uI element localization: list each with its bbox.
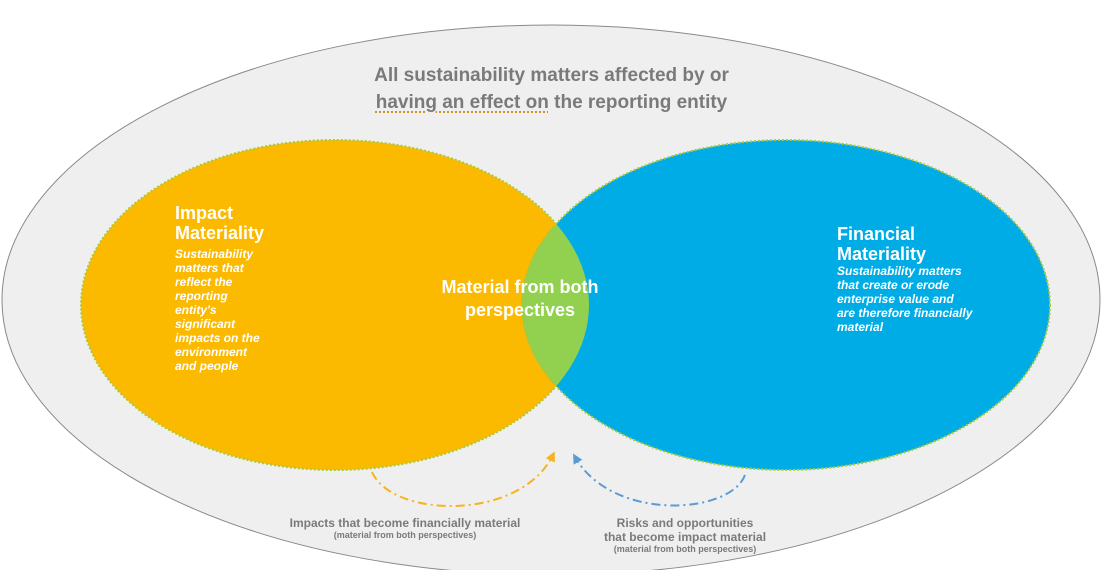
left-arrow-caption: Impacts that become financially material… [250, 516, 560, 541]
right-arrow-caption: Risks and opportunities that become impa… [560, 516, 810, 555]
overlap-label: Material from both perspectives [441, 277, 599, 320]
diagram-title: All sustainability matters affected by o… [270, 62, 833, 116]
impact-materiality-heading: Impact Materiality [175, 203, 265, 243]
impact-to-financial-arrow [371, 451, 555, 507]
financial-materiality-description: Sustainability matters that create or er… [837, 264, 973, 334]
right-caption-sub: (material from both perspectives) [613, 544, 757, 554]
impact-materiality-description: Sustainability matters that reflect the … [175, 247, 260, 373]
left-caption-sub: (material from both perspectives) [333, 530, 477, 540]
title-line-2-rest: the reporting entity [548, 92, 728, 113]
title-underlined-phrase: having an effect on [375, 92, 549, 113]
right-caption-main: Risks and opportunities that become impa… [603, 516, 767, 544]
financial-ellipse [521, 139, 1051, 471]
left-caption-main: Impacts that become financially material [289, 516, 521, 530]
title-line-2: having an effect on the reporting entity [270, 89, 833, 116]
title-line-1: All sustainability matters affected by o… [374, 65, 729, 86]
financial-materiality-heading: Financial Materiality [837, 224, 927, 264]
